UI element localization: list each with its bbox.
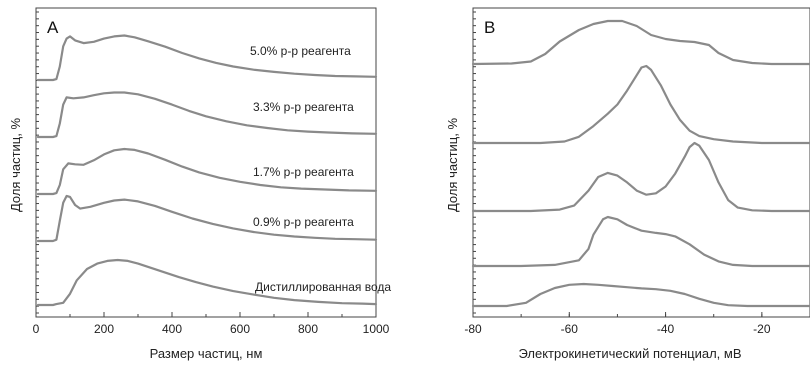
series-label: 5.0% р-р реагента xyxy=(250,44,351,58)
x-tick-label: 0 xyxy=(33,322,40,336)
x-tick-label: 1000 xyxy=(363,322,390,336)
panel-letter: B xyxy=(484,18,495,37)
series-line xyxy=(36,34,378,82)
series-line xyxy=(471,64,810,145)
x-tick-label: 800 xyxy=(298,322,318,336)
series-label: Дистиллированная вода xyxy=(255,280,391,294)
series-line xyxy=(36,91,378,139)
series-label: 3.3% р-р реагента xyxy=(253,100,354,114)
x-axis-label: Электрокинетический потенциал, мВ xyxy=(519,346,742,361)
series-line xyxy=(471,282,810,308)
series-line xyxy=(471,215,810,268)
y-axis-label: Доля частиц, % xyxy=(445,118,460,213)
x-tick-label: -40 xyxy=(657,322,675,336)
x-tick-label: -80 xyxy=(464,322,482,336)
panel-a: 0 200 400 600 800 1000 A Доля частиц, % Размер ч… xyxy=(8,7,391,361)
x-tick-label: -20 xyxy=(753,322,771,336)
series-line xyxy=(36,258,378,307)
panel-b: -80 -60 -40 -20 B Доля частиц, % Электрокинети… xyxy=(445,7,810,361)
series-label: 0.9% р-р реагента xyxy=(253,215,354,229)
plot-frame xyxy=(472,7,810,318)
x-tick-label: 400 xyxy=(162,322,182,336)
series-line xyxy=(36,194,378,243)
series-line xyxy=(36,147,378,196)
x-axis-label: Размер частиц, нм xyxy=(150,346,263,361)
x-tick-label: 600 xyxy=(230,322,250,336)
x-tick-label: -60 xyxy=(561,322,579,336)
series-label: 1.7% р-р реагента xyxy=(253,165,354,179)
series-line xyxy=(471,19,810,66)
panel-letter: A xyxy=(47,18,59,37)
series-line xyxy=(471,141,810,213)
x-tick-label: 200 xyxy=(94,322,114,336)
y-axis-label: Доля частиц, % xyxy=(8,118,23,213)
